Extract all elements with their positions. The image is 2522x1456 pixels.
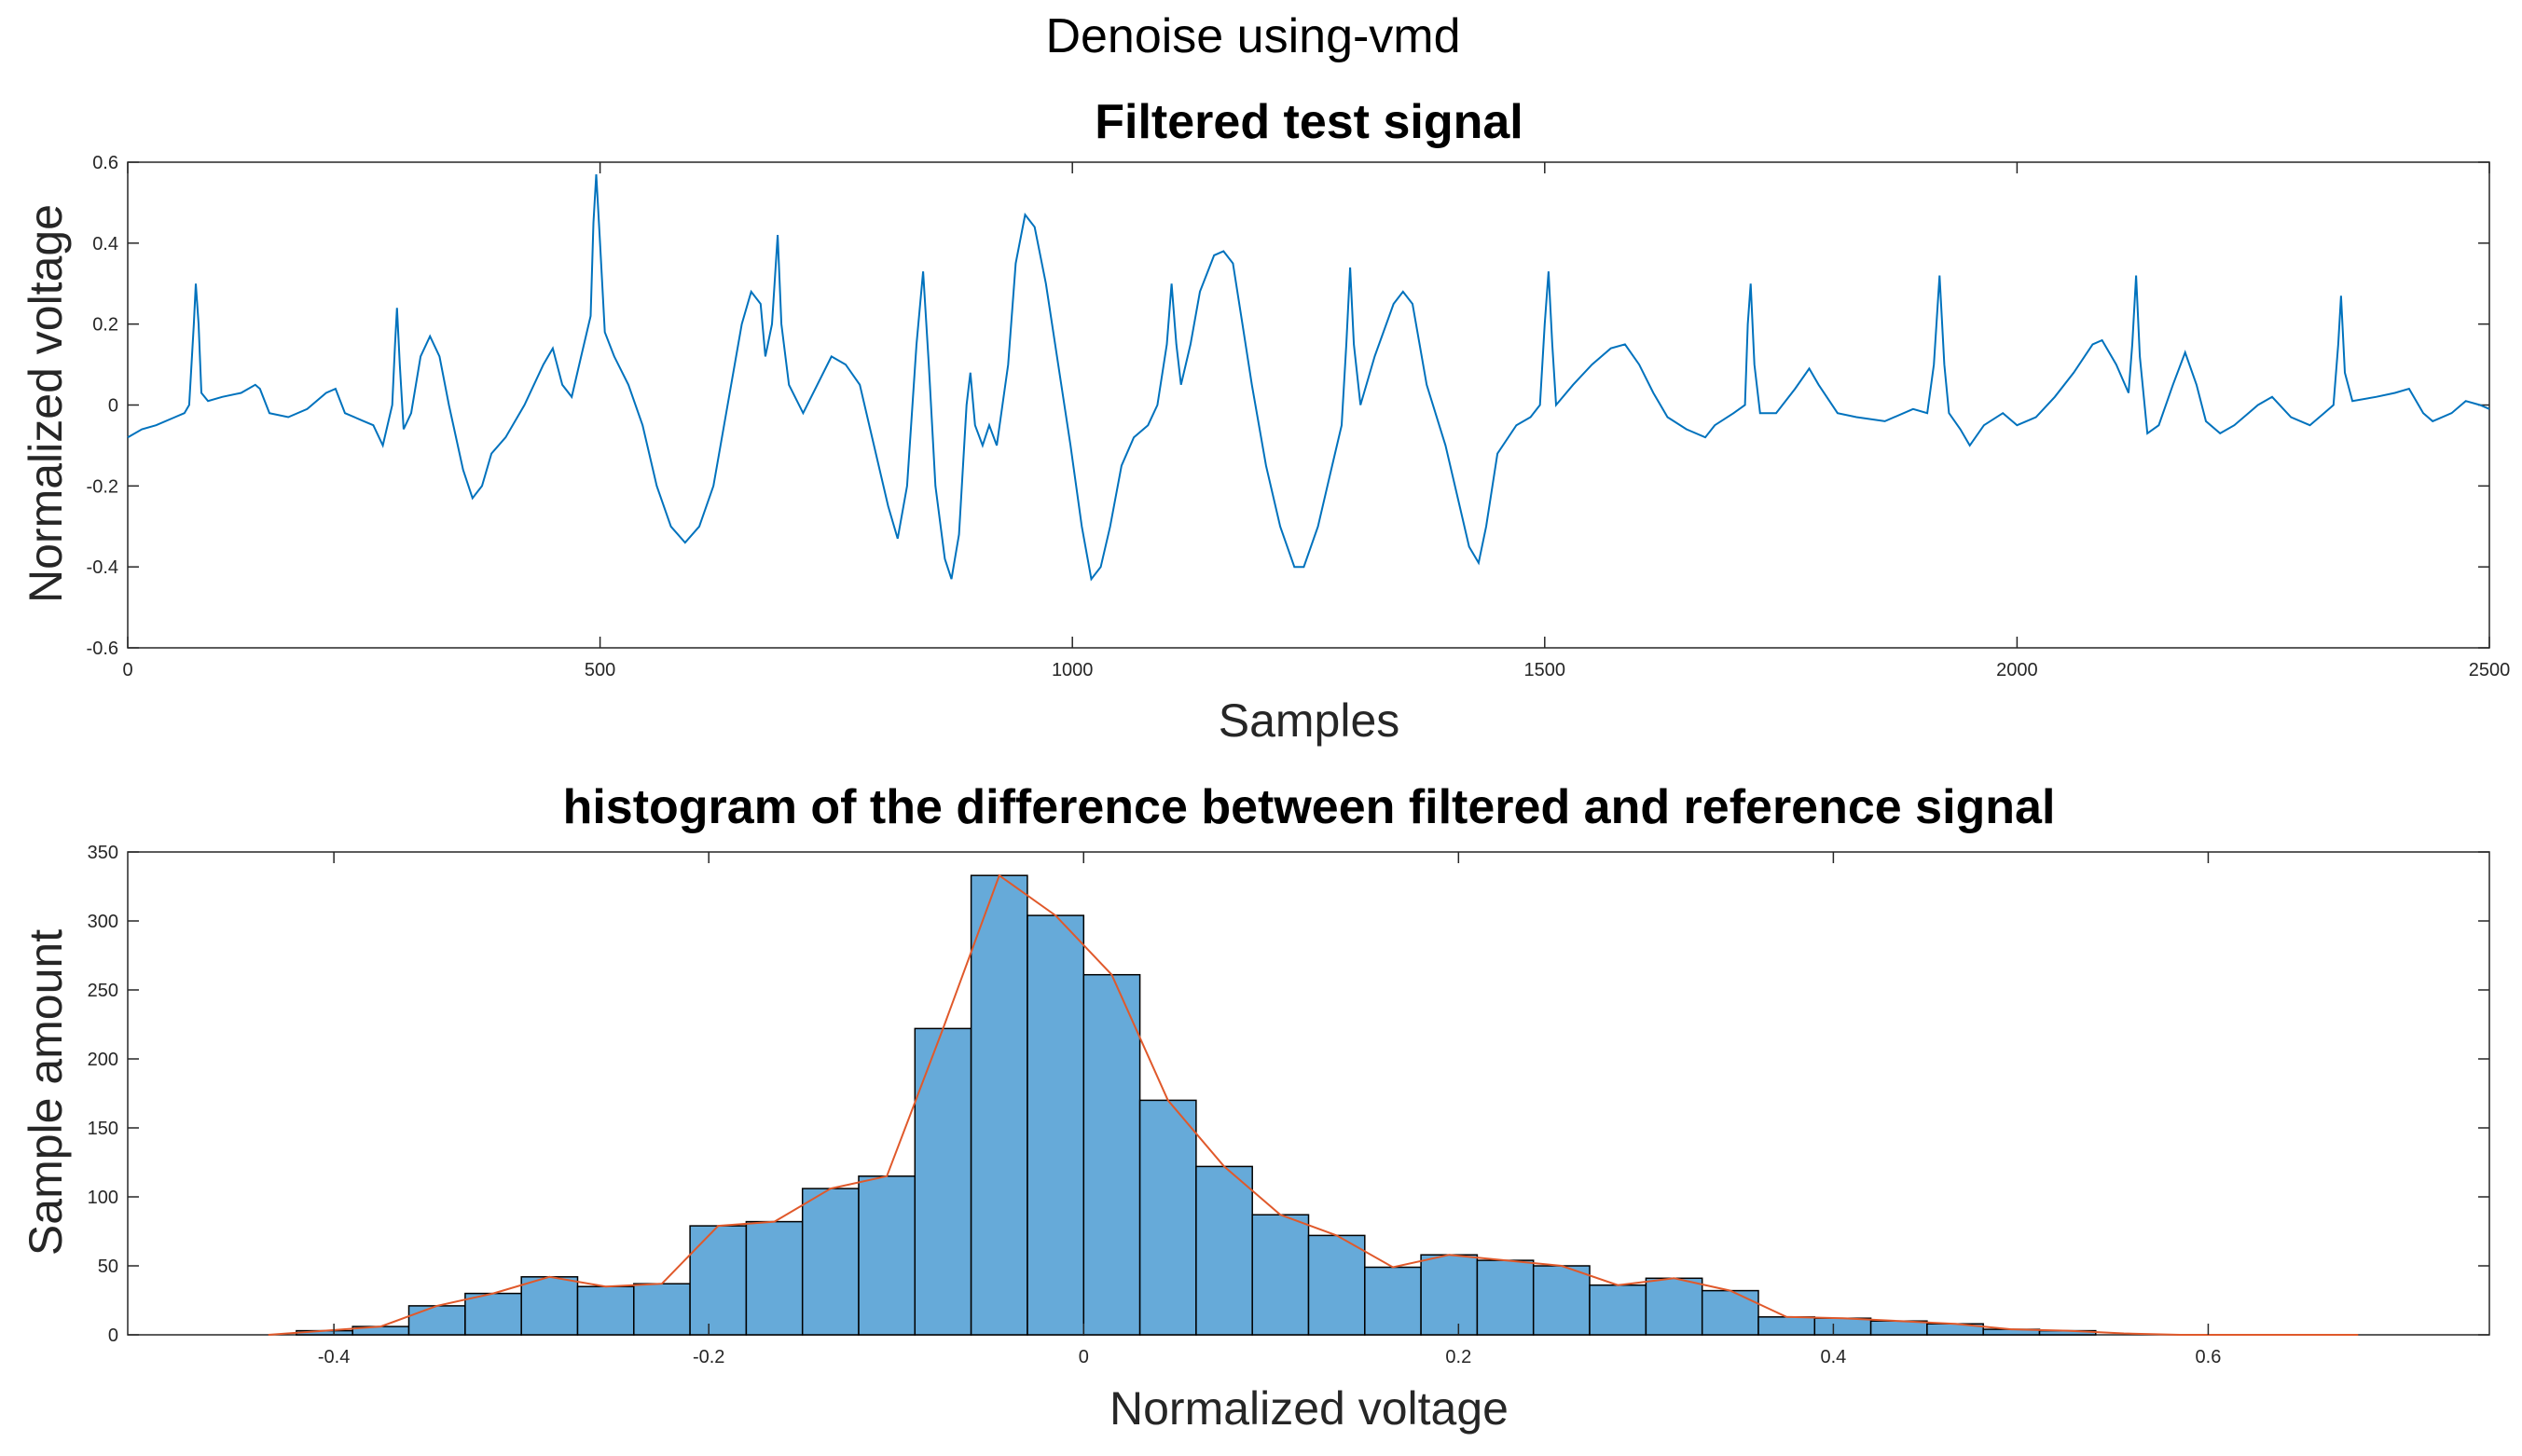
histogram-y-tick-label: 50	[98, 1257, 118, 1277]
histogram-axes: histogram of the difference between filt…	[20, 780, 2490, 1435]
histogram-x-label: Normalized voltage	[1109, 1382, 1509, 1435]
histogram-y-tick-label: 100	[88, 1188, 118, 1208]
histogram-bar	[1813, 1317, 1872, 1336]
line-chart-y-tick-label: 0.6	[92, 153, 118, 173]
histogram-y-tick-label: 300	[88, 912, 118, 932]
histogram-y-tick-label: 250	[88, 981, 118, 1001]
histogram-bar	[1476, 1259, 1535, 1336]
histogram-bar	[520, 1276, 579, 1336]
line-chart-x-tick-label: 2500	[2469, 660, 2511, 680]
line-series-filtered-signal	[127, 173, 2490, 582]
line-chart-x-tick-label: 1000	[1052, 660, 1094, 680]
histogram-x-tick-label: 0.6	[2196, 1347, 2222, 1367]
histogram-bar	[689, 1225, 748, 1336]
line-chart-x-tick-label: 1500	[1524, 660, 1566, 680]
line-chart-x-ticks: 0 500 1000 1500 2000 2500	[122, 162, 2510, 680]
histogram-bar	[970, 874, 1028, 1336]
line-chart-y-tick-label: 0	[108, 396, 118, 417]
histogram-bar	[633, 1283, 691, 1336]
histogram-bar	[576, 1285, 635, 1336]
histogram-bar	[1757, 1316, 1816, 1336]
histogram-bar	[1307, 1234, 1366, 1336]
histogram-bar	[407, 1305, 466, 1336]
histogram-bar	[801, 1188, 860, 1336]
histogram-bar	[1645, 1277, 1703, 1336]
line-chart-y-tick-label: -0.2	[87, 476, 118, 497]
histogram-x-tick-label: 0.4	[1820, 1347, 1846, 1367]
histogram-y-ticks: 0 50 100 150 200 250 300 350	[88, 843, 2489, 1346]
histogram-y-label: Sample amount	[20, 929, 72, 1256]
histogram-x-tick-label: -0.4	[318, 1347, 350, 1367]
histogram-bar	[1251, 1214, 1310, 1336]
histogram-bar	[1532, 1265, 1591, 1336]
line-chart-y-tick-label: 0.2	[92, 315, 118, 336]
line-chart-plot-area	[127, 161, 2490, 649]
histogram-y-tick-label: 150	[88, 1119, 118, 1139]
histogram-bar	[1195, 1165, 1253, 1336]
histogram-y-tick-label: 0	[108, 1326, 118, 1346]
line-chart-x-tick-label: 0	[122, 660, 132, 680]
line-chart-y-tick-label: -0.6	[87, 639, 118, 659]
histogram-bar	[1869, 1320, 1928, 1336]
histogram-bar	[464, 1292, 522, 1336]
line-chart-y-label: Normalized voltage	[20, 204, 72, 603]
line-chart-y-tick-label: 0.4	[92, 234, 118, 254]
histogram-bar	[1138, 1099, 1197, 1336]
figure-suptitle: Denoise using-vmd	[1045, 9, 1460, 63]
histogram-x-ticks: -0.4 -0.2 0 0.2 0.4 0.6	[318, 852, 2221, 1367]
histogram-bar	[745, 1220, 804, 1336]
histogram-bar	[1027, 914, 1085, 1336]
histogram-bar	[858, 1175, 916, 1336]
histogram-y-tick-label: 350	[88, 843, 118, 863]
histogram-bar	[1420, 1254, 1479, 1336]
histogram-overlay-curve	[268, 873, 2359, 1336]
line-chart-x-tick-label: 500	[585, 660, 615, 680]
histogram-title: histogram of the difference between filt…	[563, 780, 2056, 834]
histogram-bar	[1364, 1266, 1422, 1336]
histogram-x-tick-label: 0.2	[1445, 1347, 1471, 1367]
line-chart-title: Filtered test signal	[1095, 95, 1523, 149]
line-chart-x-tick-label: 2000	[1996, 660, 2038, 680]
histogram-bar	[1589, 1284, 1647, 1336]
histogram-bars	[296, 874, 2097, 1336]
line-chart-axes: Filtered test signal -0.6 -0.4 -0.2 0 0.2 0.4…	[20, 95, 2510, 747]
line-chart-y-tick-label: -0.4	[87, 557, 118, 578]
histogram-bar	[1082, 973, 1141, 1336]
histogram-bar	[914, 1027, 972, 1336]
histogram-y-tick-label: 200	[88, 1050, 118, 1070]
line-chart-y-ticks: -0.6 -0.4 -0.2 0 0.2 0.4 0.6	[87, 153, 2489, 659]
histogram-bar	[1701, 1289, 1759, 1336]
line-chart-x-label: Samples	[1219, 694, 1400, 747]
histogram-x-tick-label: -0.2	[693, 1347, 724, 1367]
histogram-x-tick-label: 0	[1079, 1347, 1089, 1367]
